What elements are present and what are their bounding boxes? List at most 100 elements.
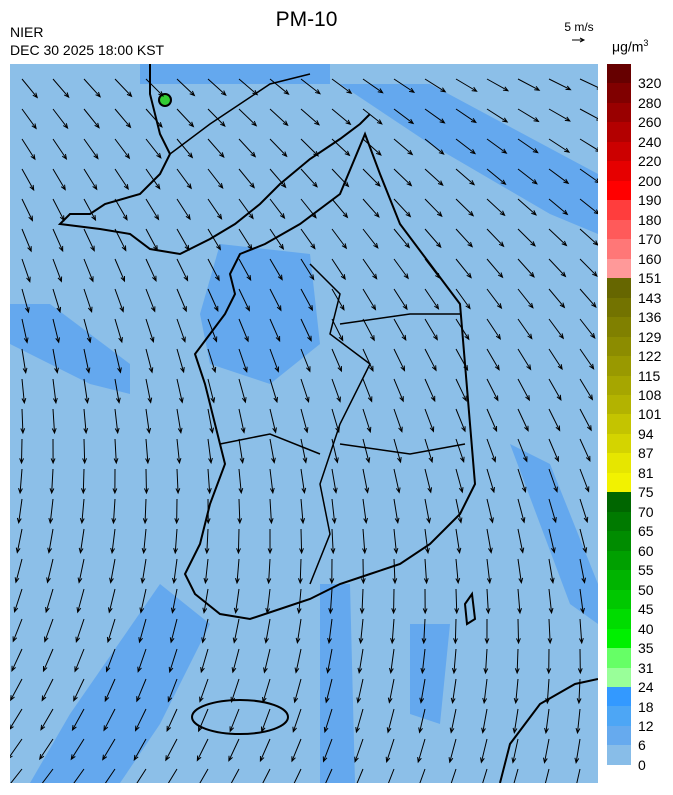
legend-bin [607,511,631,532]
legend-label: 101 [638,406,662,423]
legend-label: 115 [638,367,661,384]
wind-arrow [21,138,36,161]
wind-arrow [300,258,315,281]
wind-arrow [449,708,457,734]
legend-bin [607,589,631,610]
legend-label: 24 [638,679,654,696]
wind-arrow [486,558,492,585]
legend-bin [607,394,631,415]
wind-arrow [485,588,491,615]
wind-arrow [207,198,223,220]
legend-bin [607,278,631,298]
wind-arrow [237,498,243,525]
wind-arrow [486,198,506,217]
wind-arrow [544,708,550,735]
wind-arrow [78,528,85,555]
wind-arrow [358,618,364,645]
wind-arrow [145,378,153,404]
wind-arrow [145,168,161,190]
wind-arrow [579,528,588,554]
wind-arrow [393,168,413,187]
wind-arrow [357,648,364,674]
wind-arrow [145,108,163,128]
wind-arrow [145,348,154,374]
wind-arrow [293,678,302,704]
wind-arrow [486,378,499,402]
wind-arrow [175,468,181,495]
wind-arrow [481,708,488,734]
wind-arrow [204,528,210,555]
wind-arrow [575,708,581,735]
wind-arrow [517,108,540,123]
wind-arrow [52,108,69,130]
wind-arrow [486,438,497,463]
wind-arrow [548,588,554,615]
wind-arrow [176,228,190,251]
wind-arrow [579,108,598,121]
legend-bin [607,472,631,493]
wind-arrow [393,438,402,464]
wind-arrow [486,78,510,92]
patch-northeast [340,84,598,234]
patch-southwest [30,584,210,783]
wind-arrow [207,378,216,404]
wind-arrow [423,558,429,585]
wind-arrow [145,438,150,465]
wind-arrow [331,228,348,250]
wind-arrow [330,528,336,555]
wind-arrow [362,468,370,494]
wind-arrow [21,318,29,344]
legend-label: 170 [638,231,662,248]
wind-arrow [579,258,598,277]
wind-arrow [42,648,54,673]
wind-arrow [47,528,54,554]
wind-arrow [297,558,303,585]
patch-west [10,304,130,394]
wind-arrow [83,378,90,405]
wind-arrow [354,738,364,763]
wind-arrow [323,708,333,734]
wind-arrow [21,288,30,314]
wind-arrow [385,738,395,764]
wind-arrow [165,738,178,762]
wind-arrow [450,768,457,783]
legend-label: 18 [638,698,654,715]
wind-arrow [113,438,119,465]
wind-arrow [576,678,582,705]
wind-arrow [517,228,536,247]
wind-arrow [79,498,85,525]
wind-arrow [207,408,215,434]
legend-label: 94 [638,425,654,442]
wind-arrow [238,138,257,158]
wind-arrow [206,468,212,495]
wind-arrow [142,498,148,525]
legend-bin [607,375,631,395]
wind-arrow [107,588,116,614]
wind-arrow [52,168,66,191]
wind-arrow [167,768,178,783]
internal-border [169,73,311,155]
wind-arrow [176,408,183,434]
wind-arrow [52,258,63,283]
wind-arrow [238,378,247,404]
wind-arrow [21,378,27,405]
legend-label: 40 [638,620,654,637]
wind-arrow [548,378,562,401]
wind-arrow [355,708,364,734]
wind-arrow [548,348,563,371]
wind-arrow [176,288,187,313]
wind-arrow [393,498,400,524]
wind-arrow [207,138,225,159]
wind-arrow [21,198,34,222]
legend-label: 143 [638,289,662,306]
wind-arrow [176,168,192,190]
wind-arrow [393,78,416,93]
wind-arrow [14,558,23,584]
wind-arrow [424,528,430,555]
wind-arrow [173,528,178,555]
wind-arrow [455,528,462,554]
wind-arrow [236,528,241,555]
wind-arrow [331,288,345,311]
wind-arrow [424,408,435,433]
wind-arrow [269,198,286,220]
